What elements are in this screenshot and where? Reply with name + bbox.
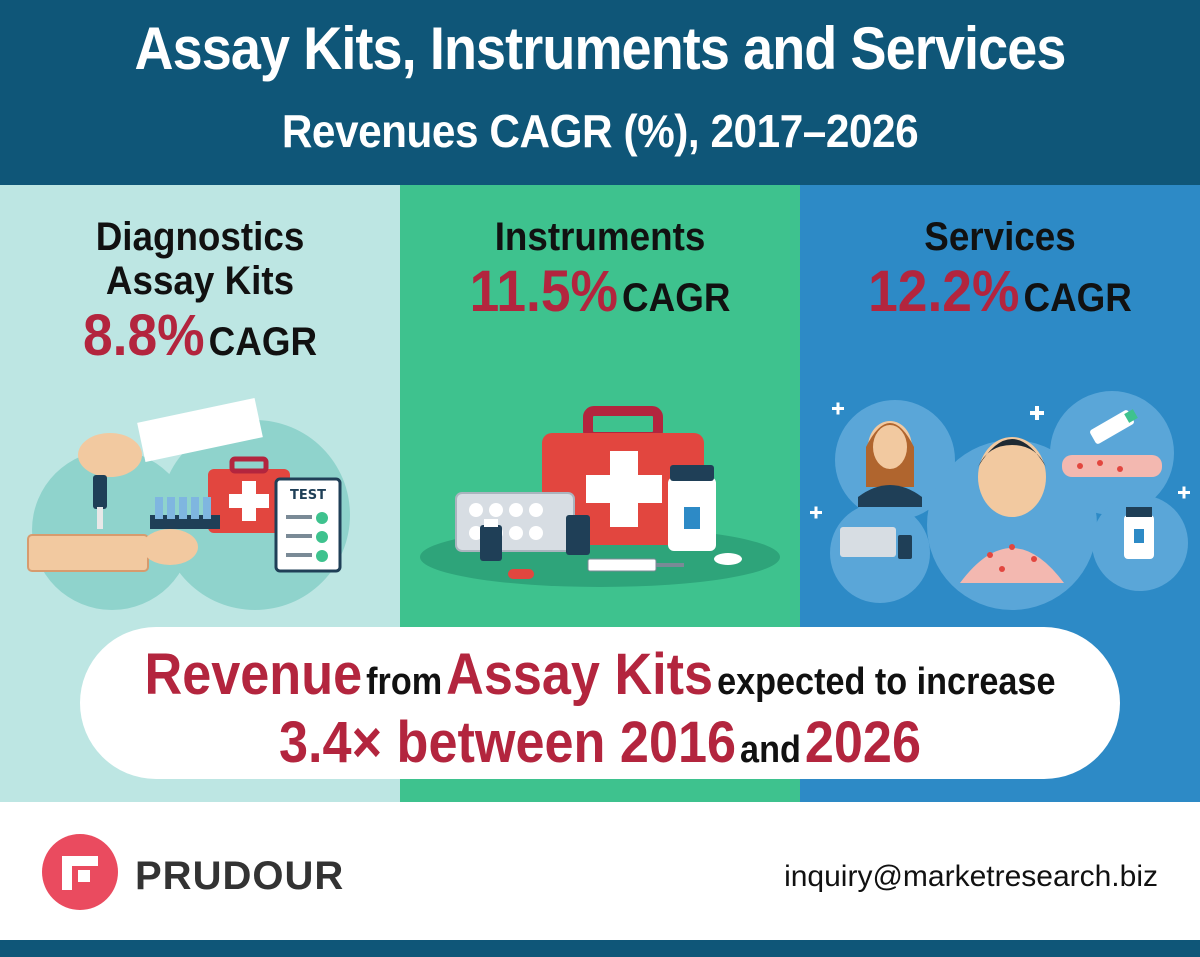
panel-text: Diagnostics Assay Kits 8.8% CAGR [0, 215, 400, 382]
banner-and: and [740, 729, 801, 771]
banner-assay-kits: Assay Kits [446, 642, 714, 707]
page-subtitle: Revenues CAGR (%), 2017–2026 [281, 105, 919, 157]
medical-kit-illustration-icon [420, 406, 780, 587]
banner-revenue: Revenue [144, 642, 363, 707]
test-label: TEST [290, 488, 326, 503]
panel-text: Instruments 11.5% CAGR [400, 215, 800, 338]
banner-line-1: Revenue from Assay Kits expected to incr… [132, 641, 1068, 708]
brand-name: PRUDOUR [135, 854, 345, 898]
cagr-value: 11.5% [469, 259, 618, 324]
panel-text: Services 12.2% CAGR [800, 215, 1200, 338]
cagr-unit: CAGR [622, 276, 731, 320]
category-label-line1: Instruments [494, 215, 706, 259]
footer-bar [0, 940, 1200, 957]
cagr-value: 8.8% [82, 303, 205, 368]
footer: PRUDOUR inquiry@marketresearch.biz [0, 802, 1200, 957]
banner-growth: 3.4× between 2016 [279, 710, 737, 775]
banner-expected: expected to increase [717, 661, 1056, 703]
banner-line-2: 3.4× between 2016 and 2026 [132, 709, 1068, 776]
cagr-value: 12.2% [868, 259, 1020, 324]
banner-end-year: 2026 [804, 710, 921, 775]
category-label-line1: Diagnostics [95, 215, 305, 259]
header: Assay Kits, Instruments and Services Rev… [0, 0, 1200, 185]
cagr-unit: CAGR [208, 320, 318, 364]
page-title: Assay Kits, Instruments and Services [134, 15, 1066, 82]
banner-from: from [366, 661, 443, 703]
prudour-logo-icon [42, 834, 118, 910]
panel-diagnostics-assay-kits: Diagnostics Assay Kits 8.8% CAGR TEST [0, 185, 400, 802]
assay-kit-illustration-icon: TEST [27, 397, 350, 610]
cagr-line: 12.2% CAGR [816, 261, 1184, 338]
cagr-line: 11.5% CAGR [416, 261, 784, 338]
patient-care-illustration-icon [810, 391, 1190, 610]
category-label-line2: Assay Kits [105, 259, 295, 303]
cagr-line: 8.8% CAGR [16, 305, 384, 382]
contact-email[interactable]: inquiry@marketresearch.biz [784, 860, 1158, 893]
summary-banner: Revenue from Assay Kits expected to incr… [80, 627, 1120, 779]
cagr-unit: CAGR [1023, 276, 1132, 320]
category-label-line1: Services [924, 215, 1076, 259]
